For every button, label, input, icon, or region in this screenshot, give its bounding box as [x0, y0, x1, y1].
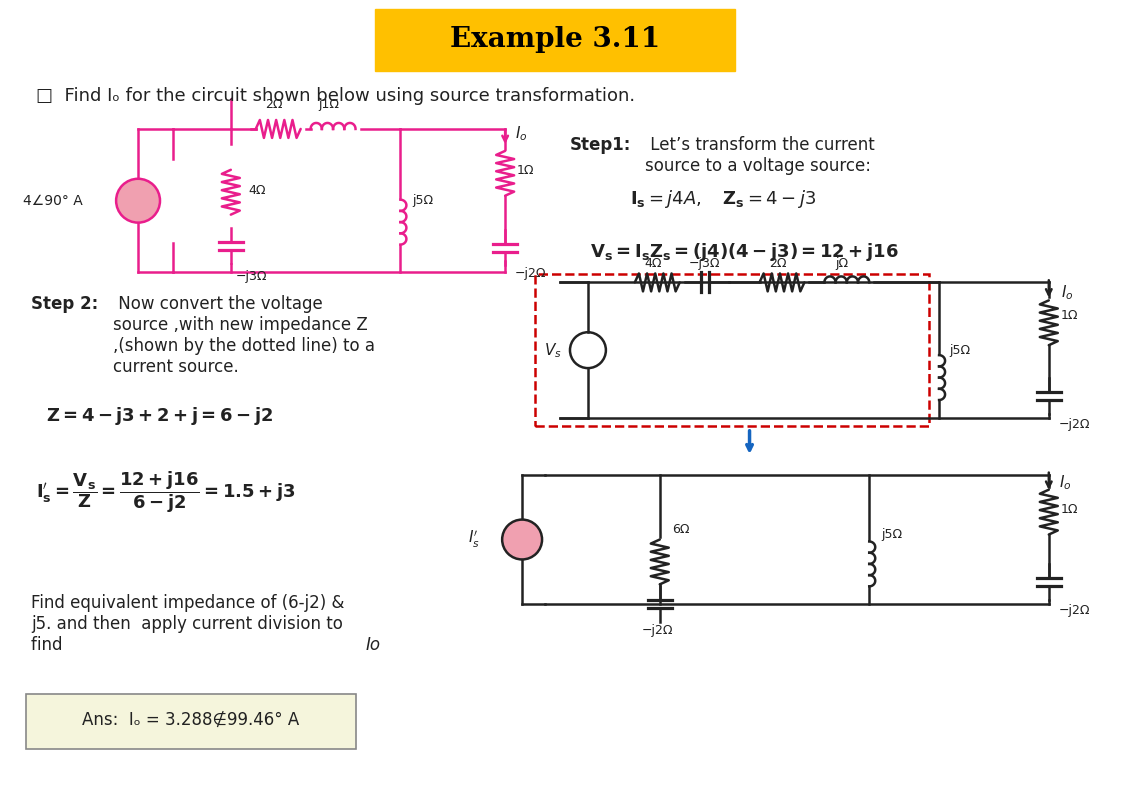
Text: 6Ω: 6Ω — [672, 523, 689, 536]
Text: $I_o$: $I_o$ — [1060, 283, 1073, 302]
Text: 4Ω: 4Ω — [644, 258, 661, 270]
Text: Example 3.11: Example 3.11 — [450, 26, 660, 53]
Text: j5Ω: j5Ω — [881, 528, 902, 541]
Circle shape — [116, 178, 160, 222]
Text: Step1:: Step1: — [570, 136, 632, 154]
Text: −j2Ω: −j2Ω — [1059, 418, 1091, 431]
Text: Find equivalent impedance of (6-j2) &
j5. and then  apply current division to
fi: Find equivalent impedance of (6-j2) & j5… — [32, 594, 345, 654]
Text: $\mathbf{V_s = I_s Z_s = (j4)(4-j3) = 12+j16}$: $\mathbf{V_s = I_s Z_s = (j4)(4-j3) = 12… — [590, 241, 899, 262]
Text: j5Ω: j5Ω — [413, 194, 433, 207]
Text: j1Ω: j1Ω — [318, 98, 340, 111]
Circle shape — [502, 519, 543, 559]
Text: Let’s transform the current
source to a voltage source:: Let’s transform the current source to a … — [645, 136, 874, 174]
Text: 1Ω: 1Ω — [1060, 503, 1078, 516]
Text: −j2Ω: −j2Ω — [515, 267, 547, 281]
Text: 4∠90° A: 4∠90° A — [24, 194, 83, 208]
Text: Io: Io — [365, 636, 380, 654]
FancyBboxPatch shape — [376, 10, 734, 71]
Text: $\mathbf{I_s} = j4A, \quad \mathbf{Z_s} = 4-j3$: $\mathbf{I_s} = j4A, \quad \mathbf{Z_s} … — [629, 188, 817, 210]
Text: 1Ω: 1Ω — [517, 164, 535, 178]
Text: $I_s'$: $I_s'$ — [468, 529, 481, 550]
Text: $I_o$: $I_o$ — [1059, 474, 1072, 492]
Text: $V_s$: $V_s$ — [544, 341, 562, 359]
Text: jΩ: jΩ — [836, 258, 849, 270]
Text: $\mathbf{I_s' = \dfrac{V_s}{Z} = \dfrac{12+j16}{6-j2} = 1.5+j3}$: $\mathbf{I_s' = \dfrac{V_s}{Z} = \dfrac{… — [36, 470, 296, 515]
Text: −j3Ω: −j3Ω — [689, 258, 721, 270]
Text: Step 2:: Step 2: — [32, 295, 98, 314]
Text: Now convert the voltage
source ,with new impedance Z
,(shown by the dotted line): Now convert the voltage source ,with new… — [113, 295, 376, 376]
Text: 2Ω: 2Ω — [265, 98, 282, 111]
Text: j5Ω: j5Ω — [949, 344, 970, 357]
Text: 2Ω: 2Ω — [768, 258, 786, 270]
Text: $I_o$: $I_o$ — [515, 125, 528, 143]
Text: −j3Ω: −j3Ω — [236, 270, 267, 283]
Text: −j2Ω: −j2Ω — [1059, 604, 1091, 618]
Text: −j2Ω: −j2Ω — [642, 624, 673, 638]
Text: 1Ω: 1Ω — [1060, 309, 1078, 322]
FancyBboxPatch shape — [26, 694, 355, 749]
Text: Ans:  Iₒ = 3.288∉99.46° A: Ans: Iₒ = 3.288∉99.46° A — [82, 711, 300, 729]
Text: □  Find Iₒ for the circuit shown below using source transformation.: □ Find Iₒ for the circuit shown below us… — [36, 87, 635, 105]
Text: 4Ω: 4Ω — [249, 184, 266, 198]
Text: $\mathbf{Z = 4-j3+2+j = 6-j2}$: $\mathbf{Z = 4-j3+2+j = 6-j2}$ — [46, 405, 273, 427]
